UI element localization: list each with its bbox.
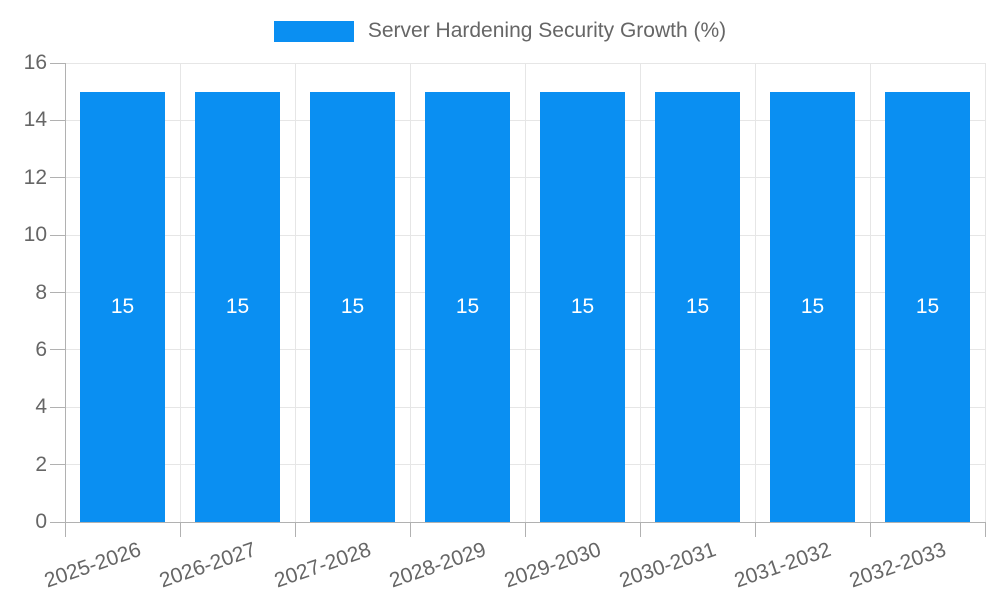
chart-legend-item[interactable]: Server Hardening Security Growth (%): [0, 19, 1000, 43]
bar: 15: [80, 91, 165, 522]
y-axis-tick: [50, 292, 65, 293]
y-axis-tick-label: 0: [35, 510, 47, 533]
x-axis-tick: [294, 522, 296, 537]
x-axis-tick: [524, 522, 526, 537]
bar-value-label: 15: [800, 294, 825, 318]
gridline-vertical: [639, 63, 641, 522]
bar: 15: [310, 91, 395, 522]
gridline-vertical: [984, 63, 986, 522]
bar: 15: [540, 91, 625, 522]
gridline-vertical: [294, 63, 296, 522]
y-axis-tick-label: 2: [35, 452, 47, 476]
x-axis-tick: [409, 522, 411, 537]
y-axis-tick-label: 16: [23, 51, 47, 74]
bar: 15: [770, 91, 855, 522]
y-axis-tick: [50, 234, 65, 236]
legend-swatch: [273, 20, 354, 42]
bar: 15: [885, 91, 970, 522]
bar-value-label: 15: [570, 294, 595, 318]
gridline-vertical: [524, 63, 526, 522]
x-axis-tick: [984, 522, 986, 537]
bar: 15: [195, 91, 280, 522]
x-axis-tick-label: 2026-2027: [156, 538, 259, 593]
x-axis-tick-label: 2025-2026: [41, 538, 144, 593]
x-axis-tick: [639, 522, 641, 537]
y-axis-tick: [50, 119, 65, 121]
y-axis-tick-label: 6: [35, 337, 47, 361]
x-axis-tick-label: 2031-2032: [731, 538, 834, 593]
y-axis-tick: [50, 406, 65, 408]
y-axis-tick: [50, 62, 65, 64]
y-axis-tick-label: 10: [23, 223, 47, 247]
y-axis-line: [64, 63, 66, 522]
x-axis-tick-label: 2029-2030: [501, 538, 604, 593]
y-axis-tick: [50, 177, 65, 179]
y-axis-tick: [50, 521, 65, 523]
bar-value-label: 15: [225, 294, 250, 318]
bar: 15: [655, 91, 740, 522]
y-axis-tick: [50, 464, 65, 466]
gridline-vertical: [179, 63, 181, 522]
y-axis-tick-label: 4: [35, 395, 47, 419]
y-axis-tick-label: 8: [35, 280, 47, 304]
x-axis-tick-label: 2032-2033: [846, 538, 949, 593]
x-axis-tick: [754, 522, 756, 537]
x-axis-tick: [869, 522, 871, 537]
y-axis-tick-label: 14: [23, 108, 47, 132]
bar: 15: [425, 91, 510, 522]
bar-value-label: 15: [915, 294, 940, 318]
gridline-vertical: [869, 63, 871, 522]
legend-label: Server Hardening Security Growth (%): [367, 19, 727, 42]
bar-value-label: 15: [340, 294, 365, 318]
gridline-vertical: [754, 63, 756, 522]
bar-value-label: 15: [455, 294, 480, 318]
y-axis-tick-label: 12: [23, 165, 47, 189]
x-axis-tick: [64, 522, 66, 537]
bar-value-label: 15: [685, 294, 710, 318]
x-axis-tick-label: 2030-2031: [616, 538, 719, 593]
x-axis-tick: [179, 522, 181, 537]
x-axis-tick-label: 2027-2028: [271, 538, 374, 593]
y-axis-tick: [50, 349, 65, 351]
gridline-vertical: [409, 63, 411, 522]
bar-value-label: 15: [110, 294, 135, 318]
x-axis-tick-label: 2028-2029: [386, 538, 489, 593]
